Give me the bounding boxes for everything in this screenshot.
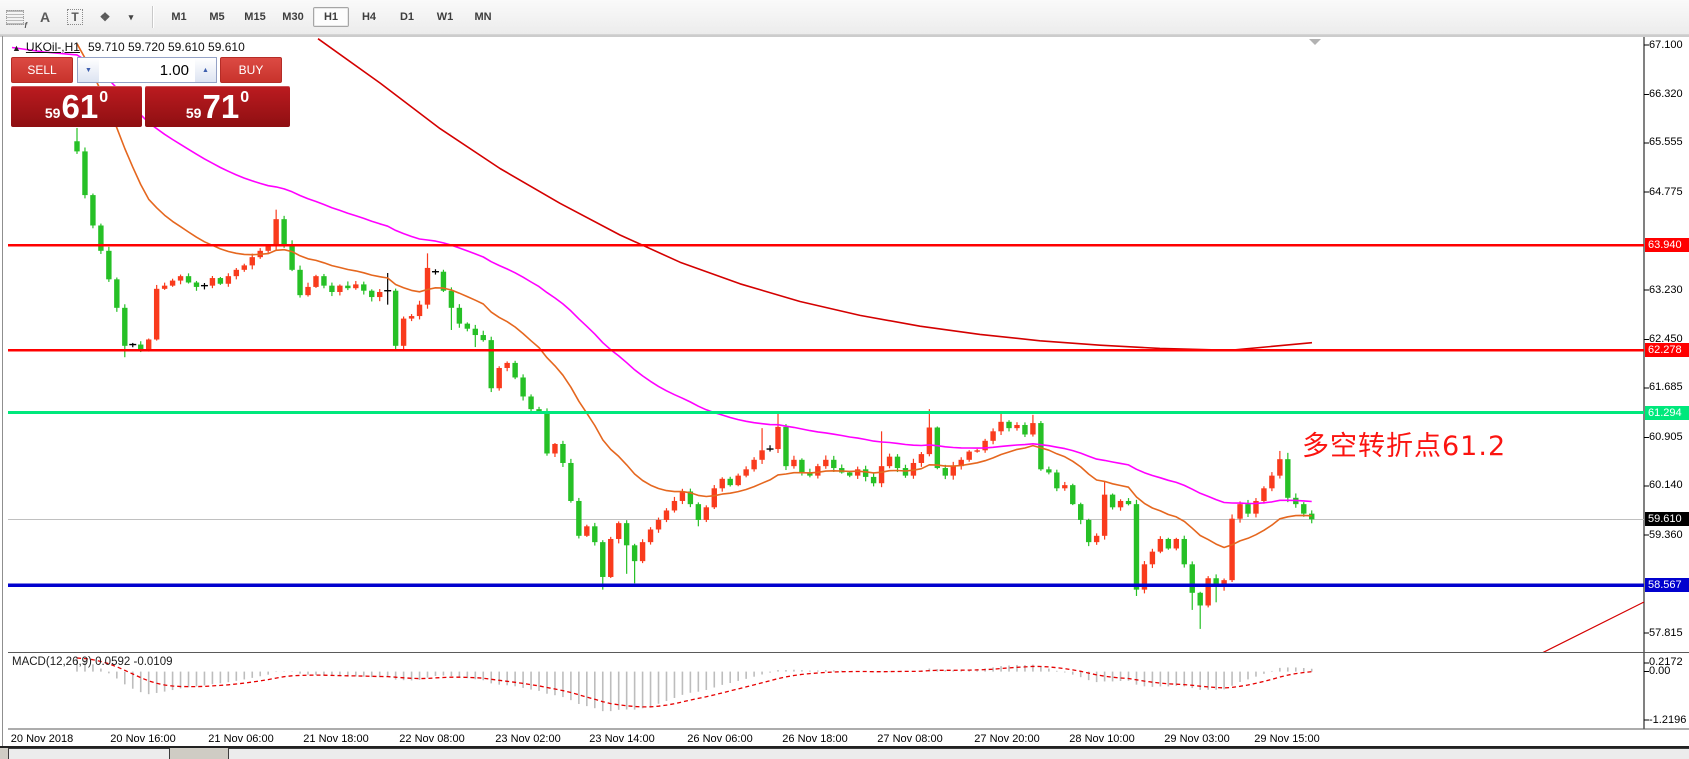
ask-price-pips: 71 — [202, 87, 240, 125]
price-label-58.567: 58.567 — [1645, 578, 1689, 593]
text-icon[interactable]: A — [39, 9, 51, 25]
chart-ohlc-values: 59.710 59.720 59.610 59.610 — [87, 40, 245, 54]
price-tick-59.360: 59.360 — [1649, 528, 1683, 541]
price-tick-64.775: 64.775 — [1649, 185, 1683, 198]
shapes-caret-icon[interactable]: ▾ — [128, 11, 134, 22]
main-chart-layer — [8, 38, 1644, 652]
price-tick-66.320: 66.320 — [1649, 87, 1683, 100]
buy-button[interactable]: BUY — [220, 57, 282, 83]
price-tick-57.815: 57.815 — [1649, 626, 1683, 639]
period-button-MN[interactable]: MN — [474, 11, 492, 23]
period-button-W1[interactable]: W1 — [436, 11, 454, 23]
macd-value: 0.0592 — [95, 656, 131, 668]
chart-header: ▲ UKOil-,H1 59.710 59.720 59.610 59.610 — [12, 40, 245, 54]
period-button-M30[interactable]: M30 — [282, 11, 304, 23]
macd-histogram — [76, 658, 1313, 712]
price-tick-61.685: 61.685 — [1649, 381, 1683, 394]
text-label-icon[interactable]: T — [62, 5, 88, 29]
time-label-4: 22 Nov 08:00 — [399, 733, 465, 745]
price-tick-60.905: 60.905 — [1649, 430, 1683, 443]
time-label-8: 26 Nov 18:00 — [782, 733, 848, 745]
ask-price-point: 0 — [240, 89, 250, 106]
price-label-61.294: 61.294 — [1645, 405, 1689, 420]
background-window-2-top[interactable] — [228, 748, 1689, 759]
time-label-10: 27 Nov 20:00 — [974, 733, 1040, 745]
time-label-6: 23 Nov 14:00 — [589, 733, 655, 745]
chart-annotation-text: 多空转折点61.2 — [1302, 431, 1507, 462]
candlestick-series — [74, 127, 1315, 629]
chart-symbol-period: UKOil-,H1 — [25, 40, 80, 54]
background-window-1-top[interactable] — [8, 748, 170, 759]
time-label-13: 29 Nov 15:00 — [1254, 733, 1320, 745]
sell-button[interactable]: SELL — [11, 57, 73, 83]
price-tick-65.555: 65.555 — [1649, 136, 1683, 149]
time-label-12: 29 Nov 03:00 — [1164, 733, 1230, 745]
time-label-2: 21 Nov 06:00 — [208, 733, 274, 745]
macd-signal-value: -0.0109 — [133, 656, 173, 668]
ma-fast-line — [76, 43, 1312, 549]
time-label-0: 20 Nov 2018 — [10, 733, 74, 745]
time-label-5: 23 Nov 02:00 — [495, 733, 561, 745]
chart-shift-marker-icon — [1309, 39, 1321, 45]
price-tick-67.100: 67.100 — [1649, 38, 1683, 51]
time-label-1: 20 Nov 16:00 — [110, 733, 176, 745]
window-left-border — [2, 36, 3, 748]
toolbar-separator — [152, 6, 154, 28]
one-click-toggle-icon[interactable]: ▲ — [12, 43, 21, 53]
price-label-63.940: 63.940 — [1645, 238, 1689, 253]
period-button-H4[interactable]: H4 — [361, 11, 377, 23]
time-label-7: 26 Nov 06:00 — [687, 733, 753, 745]
period-button-M1[interactable]: M1 — [171, 11, 187, 23]
macd-indicator-label: MACD(12,26,9) 0.0592 -0.0109 — [12, 656, 173, 668]
time-label-11: 28 Nov 10:00 — [1069, 733, 1135, 745]
lot-decrease-button[interactable]: ▼ — [77, 57, 99, 83]
ma-longterm-line — [317, 38, 1313, 352]
macd-name: MACD(12,26,9) — [12, 656, 92, 668]
macd-tick-0.2172: 0.2172 — [1649, 656, 1683, 669]
period-button-group: M1 M5 M15 M30 H1 H4 D1 W1 MN — [160, 7, 502, 27]
lot-increase-button[interactable]: ▲ — [195, 57, 217, 83]
price-tick-63.230: 63.230 — [1649, 283, 1683, 296]
period-button-M5[interactable]: M5 — [209, 11, 225, 23]
sell-price-button[interactable]: 59 61 0 — [11, 86, 142, 127]
bottom-window-strip — [0, 748, 1689, 759]
macd-signal-line — [76, 657, 1312, 708]
macd-layer — [76, 657, 1313, 712]
ask-price-major: 59 — [185, 105, 202, 121]
price-label-62.278: 62.278 — [1645, 343, 1689, 358]
period-button-D1[interactable]: D1 — [399, 11, 415, 23]
ma-slow-line — [11, 46, 1312, 505]
bid-price-point: 0 — [99, 89, 109, 106]
lot-size-input[interactable] — [99, 57, 195, 83]
indicators-list-icon[interactable]: f — [2, 5, 28, 30]
price-label-59.610: 59.610 — [1645, 512, 1689, 527]
trendline — [1542, 601, 1644, 652]
bid-price-major: 59 — [44, 105, 61, 121]
buy-price-button[interactable]: 59 71 0 — [145, 86, 290, 127]
macd-tick-0.00: 0.00 — [1649, 665, 1671, 678]
time-label-3: 21 Nov 18:00 — [303, 733, 369, 745]
window-left-border-highlight — [3, 36, 4, 748]
period-button-H1[interactable]: H1 — [313, 7, 349, 27]
price-tick-62.450: 62.450 — [1649, 332, 1683, 345]
price-tick-60.140: 60.140 — [1649, 479, 1683, 492]
time-label-9: 27 Nov 08:00 — [877, 733, 943, 745]
shapes-icon[interactable]: ❖ — [99, 10, 111, 24]
toolbar: f A T ❖ ▾ M1 M5 M15 M30 H1 H4 D1 W1 MN — [0, 0, 1689, 35]
period-button-M15[interactable]: M15 — [244, 11, 266, 23]
bid-price-pips: 61 — [61, 87, 99, 125]
macd-tick--1.2196: -1.2196 — [1649, 713, 1687, 726]
